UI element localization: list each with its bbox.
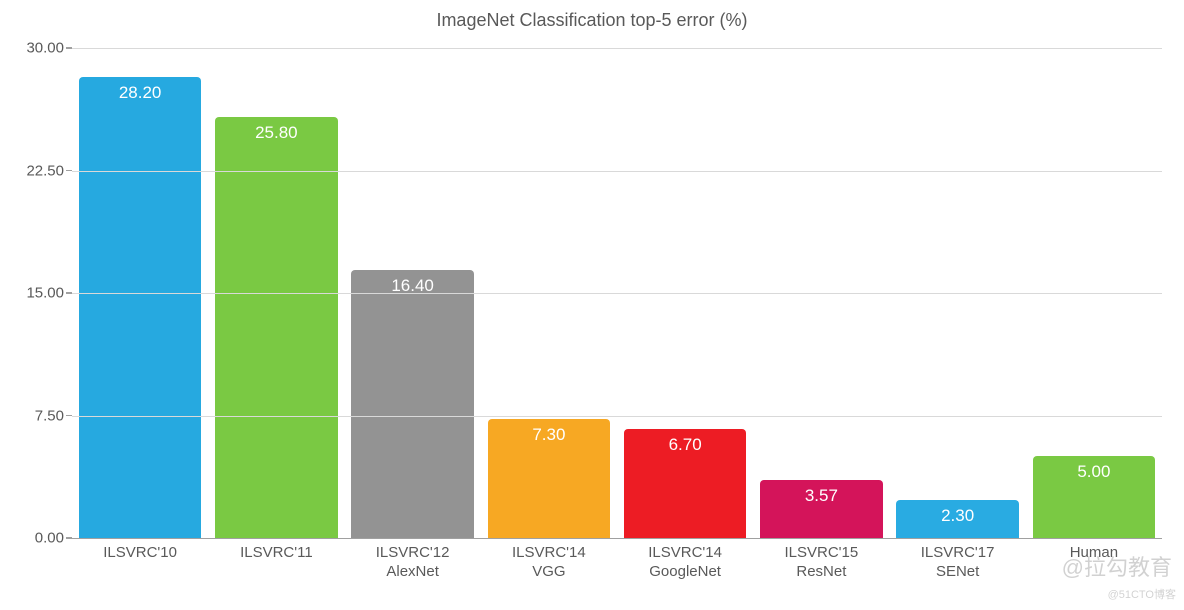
chart-title: ImageNet Classification top-5 error (%) — [0, 10, 1184, 31]
x-axis-label-line2: ResNet — [753, 563, 889, 582]
x-axis-label-line2: GoogleNet — [617, 563, 753, 582]
x-axis-label-line1: ILSVRC'17 — [890, 544, 1026, 563]
bar-value-label: 2.30 — [896, 506, 1019, 526]
x-axis-label: ILSVRC'17SENet — [890, 544, 1026, 582]
y-tick-label: 30.00 — [26, 40, 72, 57]
watermark-text-2: @51CTO博客 — [1108, 586, 1176, 602]
plot-area: 28.2025.8016.407.306.703.572.305.00 0.00… — [72, 48, 1162, 539]
x-axis-label-line1: ILSVRC'12 — [345, 544, 481, 563]
x-axis-label: Human — [1026, 544, 1162, 582]
x-axis-label-line2: SENet — [890, 563, 1026, 582]
bar: 6.70 — [624, 429, 747, 538]
x-axis-label: ILSVRC'14GoogleNet — [617, 544, 753, 582]
bar: 7.30 — [488, 419, 611, 538]
bar-chart: ImageNet Classification top-5 error (%) … — [0, 0, 1184, 610]
x-axis-label-line1: ILSVRC'14 — [617, 544, 753, 563]
y-tick-label: 22.50 — [26, 162, 72, 179]
gridline — [72, 48, 1162, 49]
bar-value-label: 6.70 — [624, 435, 747, 455]
x-axis-label-line2: VGG — [481, 563, 617, 582]
bar: 25.80 — [215, 117, 338, 538]
x-axis-label-line2: AlexNet — [345, 563, 481, 582]
bar-value-label: 3.57 — [760, 486, 883, 506]
bar: 3.57 — [760, 480, 883, 538]
x-axis-label-line1: ILSVRC'10 — [72, 544, 208, 563]
bar: 28.20 — [79, 77, 202, 538]
x-axis-label: ILSVRC'12AlexNet — [345, 544, 481, 582]
x-axis-label-line1: ILSVRC'15 — [753, 544, 889, 563]
x-axis-label: ILSVRC'11 — [208, 544, 344, 582]
x-axis-labels: ILSVRC'10ILSVRC'11ILSVRC'12AlexNetILSVRC… — [72, 544, 1162, 582]
bar-value-label: 25.80 — [215, 123, 338, 143]
bar-value-label: 5.00 — [1033, 462, 1156, 482]
x-axis-label-line1: ILSVRC'14 — [481, 544, 617, 563]
bar: 16.40 — [351, 270, 474, 538]
gridline — [72, 293, 1162, 294]
x-axis-label: ILSVRC'15ResNet — [753, 544, 889, 582]
x-axis-label-line1: Human — [1026, 544, 1162, 563]
x-axis-label: ILSVRC'10 — [72, 544, 208, 582]
bar: 5.00 — [1033, 456, 1156, 538]
y-tick-label: 15.00 — [26, 285, 72, 302]
x-axis-label-line1: ILSVRC'11 — [208, 544, 344, 563]
y-tick-label: 7.50 — [35, 407, 72, 424]
bar: 2.30 — [896, 500, 1019, 538]
bar-value-label: 28.20 — [79, 83, 202, 103]
gridline — [72, 416, 1162, 417]
bar-value-label: 7.30 — [488, 425, 611, 445]
y-tick-label: 0.00 — [35, 530, 72, 547]
gridline — [72, 171, 1162, 172]
x-axis-label: ILSVRC'14VGG — [481, 544, 617, 582]
